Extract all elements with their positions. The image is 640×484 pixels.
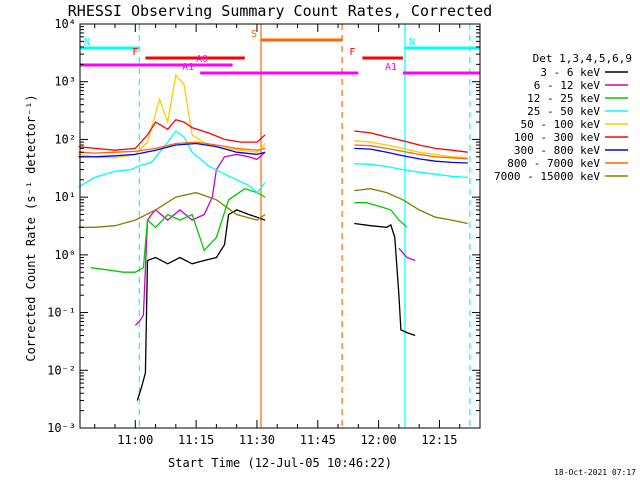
legend-entry-label: 100 - 300 keV (514, 131, 600, 144)
state-bar-label: N (409, 37, 415, 48)
y-tick-label: 10² (54, 132, 76, 146)
state-bar-label: F (132, 47, 138, 58)
y-tick-label: 10³ (54, 75, 76, 89)
x-tick-label: 12:15 (421, 433, 457, 447)
y-tick-label: 10⁻¹ (47, 306, 76, 320)
state-bar-label: F (349, 47, 355, 58)
series-line-3 (78, 130, 468, 194)
plot-frame (79, 23, 481, 429)
series-line-2 (90, 187, 408, 273)
series-line-7 (78, 141, 468, 160)
y-tick-label: 10⁻² (47, 363, 76, 377)
legend-title: Det 1,3,4,5,6,9 (533, 52, 632, 65)
legend-entry-label: 300 - 800 keV (514, 144, 600, 157)
y-tick-label: 10¹ (54, 190, 76, 204)
x-tick-label: 11:30 (239, 433, 275, 447)
state-bar-label: N (84, 37, 90, 48)
y-axis-label: Corrected Count Rate (s⁻¹ detector⁻¹) (24, 94, 38, 361)
state-bar-label: S (251, 29, 257, 40)
chart-title: RHESSI Observing Summary Count Rates, Co… (68, 2, 492, 20)
legend-entry-label: 50 - 100 keV (521, 118, 601, 131)
x-axis-label: Start Time (12-Jul-05 10:46:22) (168, 456, 392, 470)
y-tick-label: 10⁴ (54, 17, 76, 31)
series-line-4 (78, 73, 468, 159)
x-tick-label: 11:15 (178, 433, 214, 447)
legend-entry-label: 25 - 50 keV (527, 105, 600, 118)
x-tick-label: 12:00 (361, 433, 397, 447)
series-line-6 (78, 142, 468, 164)
x-tick-label: 11:45 (300, 433, 336, 447)
legend-entry-label: 6 - 12 keV (534, 79, 601, 92)
y-tick-label: 10⁻³ (47, 421, 76, 435)
legend-entry-label: 800 - 7000 keV (507, 157, 600, 170)
legend-entry-label: 3 - 6 keV (540, 66, 600, 79)
series-line-8 (78, 188, 468, 228)
state-bar-label: A1 (182, 62, 194, 73)
series-line-5 (78, 118, 468, 153)
state-bar-label: AO (196, 54, 208, 65)
series-line-1 (134, 151, 416, 326)
legend-entry-label: 12 - 25 keV (527, 92, 600, 105)
series-line-0 (136, 209, 416, 401)
legend-entry-label: 7000 - 15000 keV (494, 170, 600, 183)
state-bar-label: A1 (385, 62, 397, 73)
x-tick-label: 11:00 (117, 433, 153, 447)
y-tick-label: 10⁰ (54, 248, 76, 262)
footer-date: 18-Oct-2021 07:17 (554, 468, 636, 477)
